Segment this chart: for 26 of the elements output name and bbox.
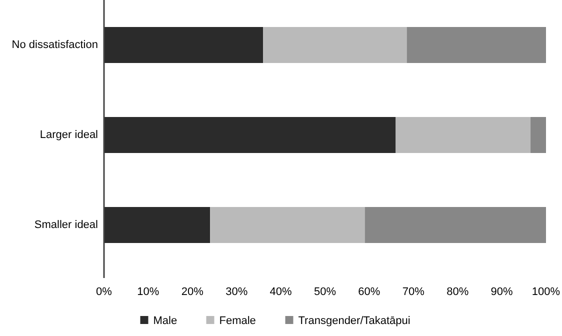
y-tick-label: Larger ideal	[40, 128, 98, 141]
x-tick-label: 0%	[96, 286, 112, 298]
x-tick-label: 90%	[490, 286, 514, 298]
bar	[210, 207, 365, 243]
legend-label: Male	[153, 315, 178, 327]
bar	[263, 27, 407, 63]
x-tick-label: 10%	[137, 286, 160, 298]
bar	[104, 27, 264, 63]
bar	[530, 117, 546, 153]
x-tick-label: 20%	[181, 286, 204, 298]
bar	[364, 207, 546, 243]
x-tick-label: 100%	[532, 286, 560, 298]
x-tick-label: 80%	[446, 286, 469, 298]
legend-label: Female	[219, 315, 256, 327]
y-tick-label: Smaller ideal	[34, 218, 98, 231]
x-tick-label: 40%	[270, 286, 292, 298]
x-tick-label: 50%	[314, 286, 336, 298]
bar	[104, 117, 396, 153]
legend-label: Transgender/Takatāpui	[298, 315, 410, 327]
x-tick-label: 60%	[358, 286, 380, 298]
x-tick-label: 70%	[402, 286, 425, 298]
y-tick-label: No dissatisfaction	[12, 38, 98, 51]
bar	[406, 27, 546, 63]
x-tick-label: 30%	[226, 286, 248, 298]
bar	[396, 117, 531, 153]
bar	[104, 207, 210, 243]
